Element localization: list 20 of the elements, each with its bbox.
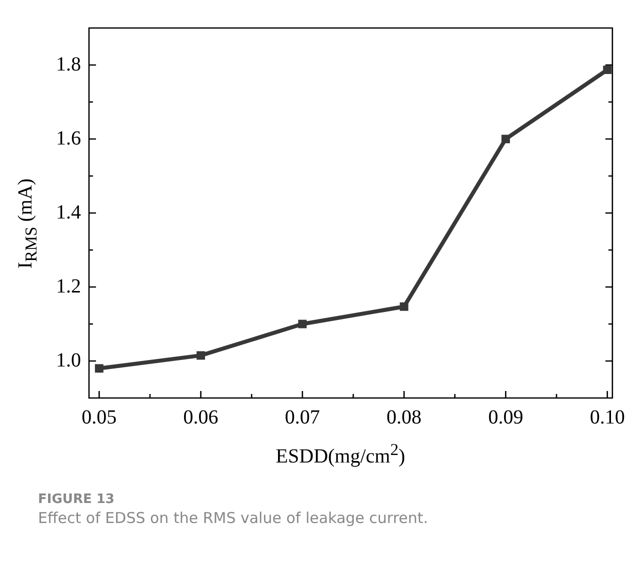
x-tick-label: 0.10 xyxy=(590,406,625,428)
x-tick-label: 0.05 xyxy=(82,406,117,428)
x-tick-label: 0.09 xyxy=(488,406,524,428)
y-tick-label: 1.6 xyxy=(56,127,81,150)
point xyxy=(400,302,408,311)
x-tick-label: 0.06 xyxy=(183,406,218,428)
y-tick-label: 1.2 xyxy=(56,275,81,298)
y-tick-label: 1.0 xyxy=(56,349,81,372)
point xyxy=(603,66,612,74)
caption: FIGURE 13 xyxy=(38,492,116,507)
point xyxy=(196,351,206,360)
point xyxy=(501,134,510,144)
point xyxy=(94,364,104,373)
y-tick-label: 1.8 xyxy=(56,53,81,76)
x-tick-label: 0.07 xyxy=(284,406,320,428)
text: Effect of EDSS on the RMS value of leakage current. xyxy=(38,509,430,527)
x-axis-title: ESDD(mg/cm$^{2}$) xyxy=(274,440,406,469)
x-tick-label: 0.08 xyxy=(386,406,422,428)
y-tick-label: 1.4 xyxy=(56,201,81,224)
point xyxy=(298,320,307,328)
